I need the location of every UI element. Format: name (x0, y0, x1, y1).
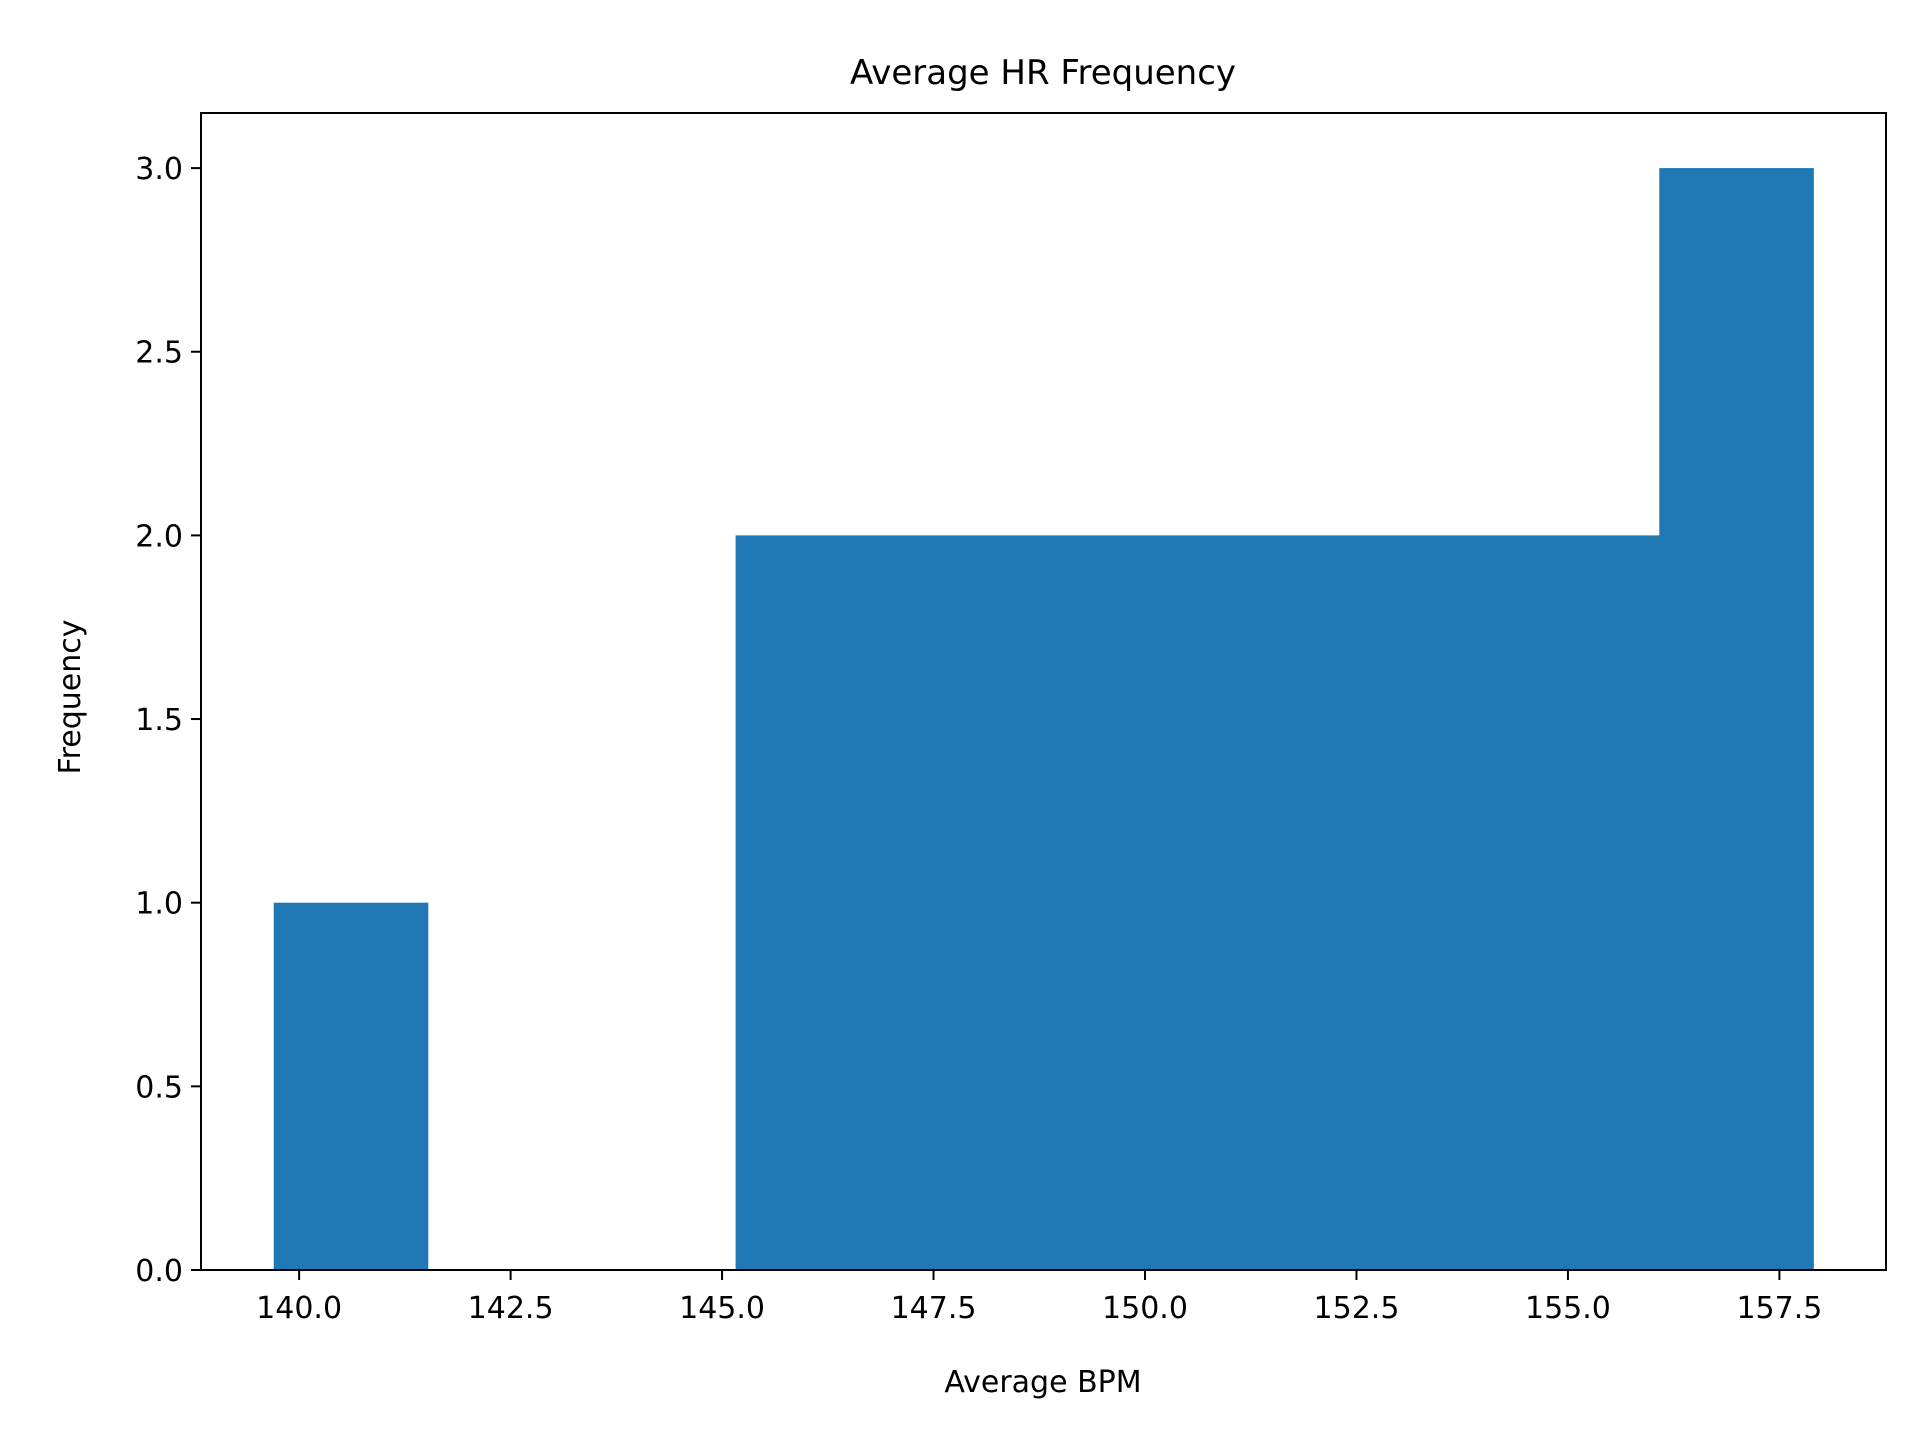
y-axis-label: Frequency (53, 620, 88, 775)
histogram-bar-8 (1505, 535, 1660, 1270)
histogram-bar-0 (273, 902, 429, 1270)
y-axis-ticks: 0.0 0.5 1.0 1.5 2.0 2.5 3.0 (135, 152, 201, 1289)
y-tick-label: 3.0 (135, 152, 183, 187)
x-tick-label: 145.0 (679, 1291, 765, 1326)
x-axis-label: Average BPM (944, 1365, 1141, 1400)
x-tick-label: 155.0 (1525, 1291, 1611, 1326)
y-tick-label: 1.0 (135, 887, 183, 922)
x-axis-ticks: 140.0 142.5 145.0 147.5 150.0 152.5 155.0 157.5 (256, 1270, 1822, 1326)
y-tick-label: 2.5 (135, 336, 183, 371)
x-tick-label: 140.0 (256, 1291, 342, 1326)
plot-frame (200, 112, 1887, 1271)
x-tick-label: 150.0 (1102, 1291, 1188, 1326)
histogram-bar-4 (889, 535, 1045, 1270)
histogram-bar-7 (1351, 535, 1506, 1270)
y-tick-label: 0.5 (135, 1070, 183, 1105)
bars-group (273, 168, 1814, 1271)
histogram-bar-3 (735, 535, 891, 1270)
y-tick-label: 0.0 (135, 1254, 183, 1289)
y-tick-label: 2.0 (135, 519, 183, 554)
histogram-bar-6 (1197, 535, 1352, 1270)
x-tick-label: 142.5 (468, 1291, 554, 1326)
y-tick-label: 1.5 (135, 703, 183, 738)
x-tick-label: 147.5 (891, 1291, 977, 1326)
histogram-bar-5 (1043, 535, 1199, 1270)
chart-title: Average HR Frequency (850, 53, 1236, 93)
histogram-bar-9 (1659, 168, 1814, 1271)
x-tick-label: 157.5 (1736, 1291, 1822, 1326)
x-tick-label: 152.5 (1314, 1291, 1400, 1326)
